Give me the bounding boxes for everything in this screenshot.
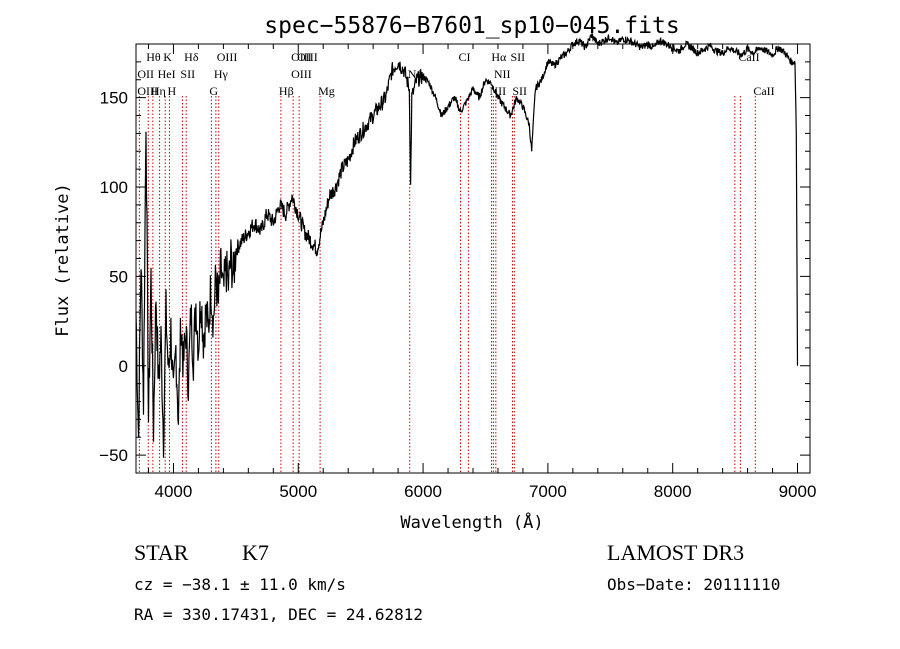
marker-label-2: Hδ xyxy=(184,50,199,64)
x-tick-label-9000: 9000 xyxy=(779,482,817,501)
coordinates-readout: RA = 330.17431, DEC = 24.62812 xyxy=(134,605,423,624)
marker-label-24: SII xyxy=(512,84,527,98)
marker-label-8: SII xyxy=(510,50,525,64)
object-subclass: K7 xyxy=(242,540,269,565)
marker-label-19: H xyxy=(167,84,176,98)
x-tick-label-7000: 7000 xyxy=(529,482,567,501)
marker-label-11: HeI xyxy=(158,67,176,81)
x-tick-label-8000: 8000 xyxy=(654,482,692,501)
marker-label-17: OIII xyxy=(137,84,158,98)
marker-label-0: Hθ xyxy=(146,50,161,64)
redshift-readout: cz = −38.1 ± 11.0 km/s xyxy=(134,575,346,594)
marker-label-12: SII xyxy=(180,67,195,81)
marker-label-25: CaII xyxy=(753,84,774,98)
y-tick-label-50: 50 xyxy=(109,267,128,286)
x-tick-label-6000: 6000 xyxy=(404,482,442,501)
x-tick-label-4000: 4000 xyxy=(155,482,193,501)
marker-label-13: Hγ xyxy=(214,67,229,81)
chart-title: spec−55876−B7601_sp10−045.fits xyxy=(264,13,679,39)
plot-frame xyxy=(135,43,811,474)
x-axis-ticks: 4000 5000 6000 7000 8000 9000 xyxy=(147,44,817,501)
marker-label-7: Hα xyxy=(491,50,507,64)
marker-label-22: Mg xyxy=(318,84,335,98)
x-axis-label: Wavelength (Å) xyxy=(400,511,543,533)
marker-label-16: NII xyxy=(494,67,511,81)
y-axis-label: Flux (relative) xyxy=(53,183,73,337)
marker-label-20: G xyxy=(209,84,218,98)
survey-name: LAMOST DR3 xyxy=(607,540,744,565)
marker-label-1: K xyxy=(163,50,172,64)
marker-label-5: OIII xyxy=(297,50,318,64)
y-tick-label-100: 100 xyxy=(100,178,128,197)
spectrum-line xyxy=(135,31,799,458)
y-tick-label-0: 0 xyxy=(119,357,128,376)
marker-label-3: OIII xyxy=(217,50,238,64)
marker-label-4: OIII xyxy=(291,50,312,64)
y-tick-label-150: 150 xyxy=(100,89,128,108)
y-axis-ticks: −50 0 50 100 150 xyxy=(99,43,810,474)
object-class: STAR xyxy=(134,540,189,565)
marker-label-10: OII xyxy=(137,67,154,81)
marker-label-18: Hη xyxy=(151,84,166,98)
y-tick-label--50: −50 xyxy=(99,446,128,465)
marker-label-21: Hβ xyxy=(279,84,294,98)
observation-date: Obs−Date: 20111110 xyxy=(607,575,780,594)
marker-label-14: OIII xyxy=(291,67,312,81)
x-tick-label-5000: 5000 xyxy=(279,482,317,501)
marker-label-6: CI xyxy=(459,50,471,64)
